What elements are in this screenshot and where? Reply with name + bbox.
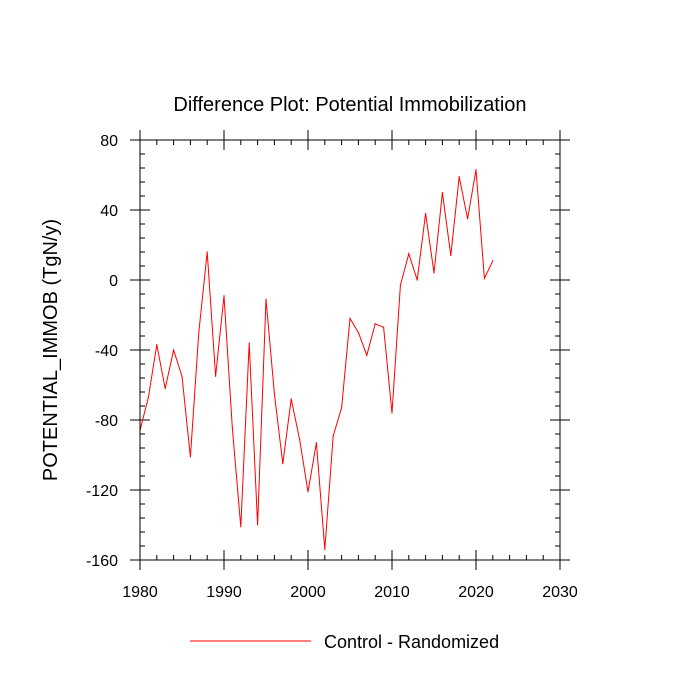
minor-ticks <box>140 140 560 560</box>
chart-title: Difference Plot: Potential Immobilizatio… <box>173 94 526 116</box>
data-point <box>467 218 469 220</box>
x-tick-label: 1990 <box>206 584 242 601</box>
data-point <box>164 387 166 390</box>
x-tick-label: 1980 <box>122 584 158 601</box>
data-point <box>433 272 435 274</box>
data-point <box>206 251 208 253</box>
series-line-control-randomized <box>139 169 494 550</box>
data-point <box>483 277 485 279</box>
data-point <box>290 398 292 400</box>
data-point <box>248 342 250 344</box>
y-tick-label: 40 <box>100 203 118 220</box>
data-point <box>357 331 359 334</box>
data-point <box>198 331 200 334</box>
plot-frame <box>139 139 561 561</box>
data-point <box>324 548 326 551</box>
data-point <box>215 375 217 377</box>
x-tick-label: 2030 <box>542 584 578 601</box>
y-tick-label: 0 <box>109 273 118 290</box>
data-point <box>374 323 376 325</box>
x-tick-label: 2020 <box>458 584 494 601</box>
data-point <box>332 435 334 437</box>
data-point <box>399 284 401 286</box>
data-point <box>223 295 225 297</box>
data-point <box>416 279 418 281</box>
data-point <box>366 354 368 356</box>
data-point <box>425 212 427 215</box>
data-point <box>408 253 410 255</box>
data-point <box>173 349 175 351</box>
y-tick-label: -160 <box>86 553 118 570</box>
data-point <box>189 456 191 458</box>
data-point <box>349 317 351 320</box>
y-tick-label: -80 <box>95 413 118 430</box>
y-tick-label: 80 <box>100 133 118 150</box>
data-point <box>240 526 242 528</box>
data-point <box>315 442 317 444</box>
x-tick-labels: 1980 1990 2000 2010 2020 2030 <box>122 584 578 601</box>
series-points <box>139 169 494 551</box>
legend-label: Control - Randomized <box>324 632 499 652</box>
data-point <box>391 412 393 414</box>
x-tick-label: 2000 <box>290 584 326 601</box>
data-point <box>257 524 259 526</box>
data-point <box>156 344 158 346</box>
data-point <box>475 169 477 171</box>
data-point <box>450 254 452 257</box>
data-point <box>458 176 460 178</box>
data-point <box>265 298 267 300</box>
y-tick-labels: 80 40 0 -40 -80 -120 -160 <box>86 133 118 570</box>
data-point <box>307 491 309 493</box>
data-point <box>383 326 385 328</box>
data-point <box>299 438 301 440</box>
major-ticks <box>130 130 570 570</box>
y-tick-label: -40 <box>95 343 118 360</box>
data-point <box>231 428 233 430</box>
data-point <box>181 375 183 377</box>
data-point <box>341 407 343 409</box>
data-point <box>441 191 443 194</box>
y-tick-label: -120 <box>86 483 118 500</box>
data-point <box>282 463 284 465</box>
y-axis-label: POTENTIAL_IMMOB (TgN/y) <box>40 219 62 481</box>
legend: Control - Randomized <box>190 632 499 652</box>
data-point <box>147 396 149 398</box>
data-point <box>273 393 275 395</box>
data-point <box>492 260 494 262</box>
x-tick-label: 2010 <box>374 584 410 601</box>
